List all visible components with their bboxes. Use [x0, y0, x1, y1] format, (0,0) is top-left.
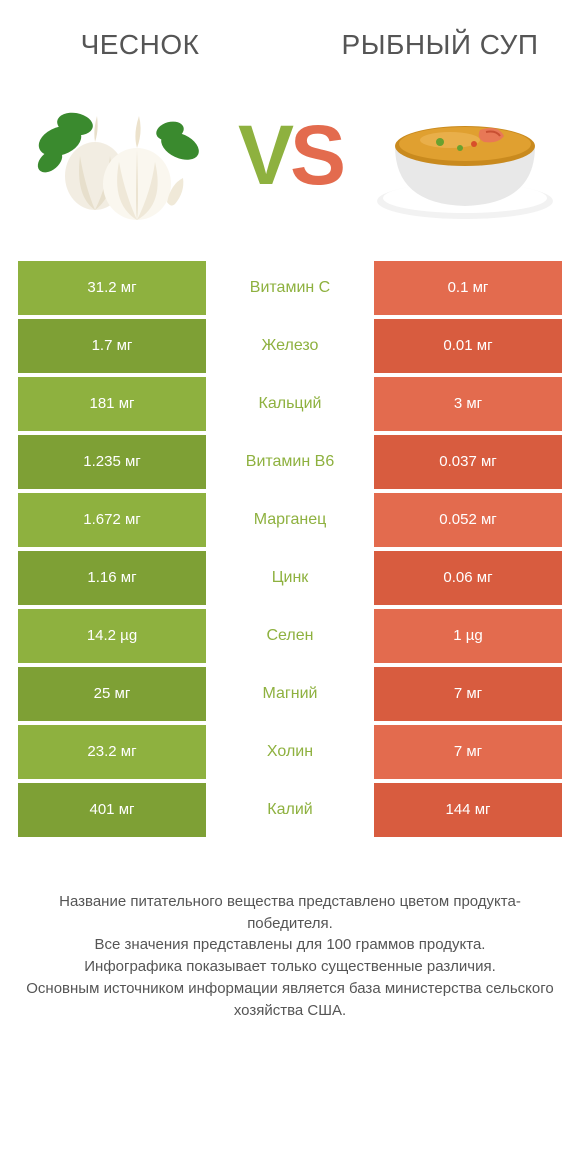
nutrient-label: Железо: [206, 319, 374, 373]
nutrient-label: Холин: [206, 725, 374, 779]
left-value: 401 мг: [18, 783, 206, 837]
table-row: 1.16 мгЦинк0.06 мг: [18, 551, 562, 605]
table-row: 1.235 мгВитамин B60.037 мг: [18, 435, 562, 489]
table-row: 1.672 мгМарганец0.052 мг: [18, 493, 562, 547]
garlic-icon: [20, 81, 210, 231]
nutrient-label: Цинк: [206, 551, 374, 605]
table-row: 1.7 мгЖелезо0.01 мг: [18, 319, 562, 373]
nutrient-label: Селен: [206, 609, 374, 663]
right-value: 7 мг: [374, 667, 562, 721]
right-value: 0.01 мг: [374, 319, 562, 373]
left-value: 1.672 мг: [18, 493, 206, 547]
left-value: 25 мг: [18, 667, 206, 721]
right-title: Рыбный суп: [330, 30, 550, 61]
left-value: 1.7 мг: [18, 319, 206, 373]
right-value: 1 µg: [374, 609, 562, 663]
left-value: 23.2 мг: [18, 725, 206, 779]
right-value: 0.06 мг: [374, 551, 562, 605]
table-row: 23.2 мгХолин7 мг: [18, 725, 562, 779]
comparison-table: 31.2 мгВитамин C0.1 мг1.7 мгЖелезо0.01 м…: [0, 261, 580, 837]
nutrient-label: Магний: [206, 667, 374, 721]
nutrient-label: Витамин B6: [206, 435, 374, 489]
table-row: 14.2 µgСелен1 µg: [18, 609, 562, 663]
vs-v: V: [238, 107, 290, 204]
left-title: Чеснок: [30, 30, 250, 61]
right-value: 0.1 мг: [374, 261, 562, 315]
soup-icon: [370, 81, 560, 231]
left-value: 1.16 мг: [18, 551, 206, 605]
vs-s: S: [290, 107, 342, 204]
table-row: 25 мгМагний7 мг: [18, 667, 562, 721]
right-value: 3 мг: [374, 377, 562, 431]
right-value: 144 мг: [374, 783, 562, 837]
left-value: 1.235 мг: [18, 435, 206, 489]
nutrient-label: Калий: [206, 783, 374, 837]
left-value: 31.2 мг: [18, 261, 206, 315]
right-value: 0.052 мг: [374, 493, 562, 547]
footer-line: Название питательного вещества представл…: [20, 891, 560, 935]
table-row: 31.2 мгВитамин C0.1 мг: [18, 261, 562, 315]
footer-notes: Название питательного вещества представл…: [0, 841, 580, 1042]
nutrient-label: Витамин C: [206, 261, 374, 315]
header: Чеснок Рыбный суп: [0, 0, 580, 71]
table-row: 401 мгКалий144 мг: [18, 783, 562, 837]
nutrient-label: Кальций: [206, 377, 374, 431]
nutrient-label: Марганец: [206, 493, 374, 547]
footer-line: Все значения представлены для 100 граммо…: [20, 934, 560, 956]
right-value: 0.037 мг: [374, 435, 562, 489]
footer-line: Основным источником информации является …: [20, 978, 560, 1022]
left-value: 14.2 µg: [18, 609, 206, 663]
images-row: V S: [0, 71, 580, 261]
right-value: 7 мг: [374, 725, 562, 779]
vs-label: V S: [238, 107, 342, 204]
footer-line: Инфографика показывает только существенн…: [20, 956, 560, 978]
table-row: 181 мгКальций3 мг: [18, 377, 562, 431]
left-value: 181 мг: [18, 377, 206, 431]
